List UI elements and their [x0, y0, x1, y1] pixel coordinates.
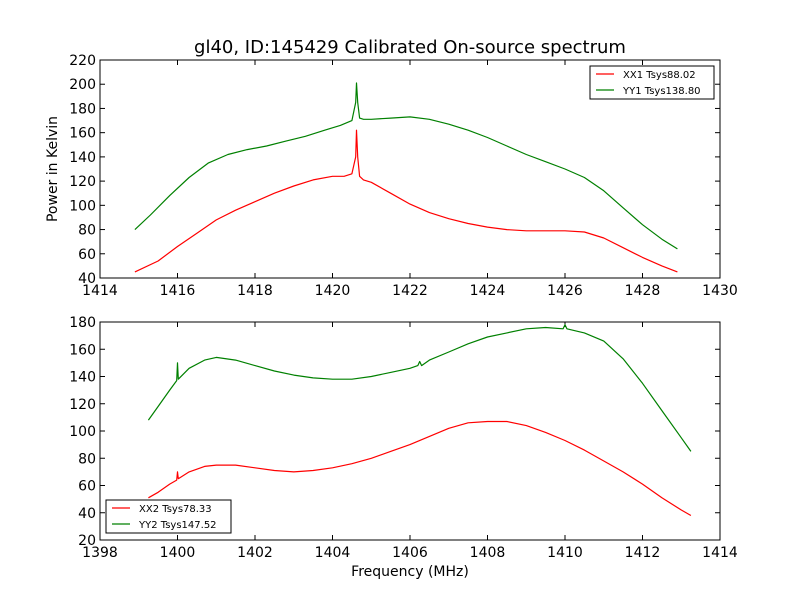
top-y-tick-label: 40 [78, 271, 96, 287]
top-x-tick-label: 1430 [702, 283, 738, 299]
top-series-lines [134, 82, 678, 273]
top-y-tick-label: 100 [69, 198, 96, 214]
bottom-x-tick-label: 1412 [625, 545, 661, 561]
bottom-series-lines [147, 324, 692, 517]
bottom-y-tick-label: 180 [69, 315, 96, 331]
top-y-tick-label: 140 [69, 150, 96, 166]
top-legend-xx1-label: XX1 Tsys88.02 [623, 70, 696, 81]
top-y-tick-label: 60 [78, 247, 96, 263]
bottom-x-tick-label: 1404 [315, 545, 351, 561]
top-x-tick-label: 1418 [237, 283, 273, 299]
top-y-tick-label: 200 [69, 77, 96, 93]
bottom-y-tick-label: 80 [78, 451, 96, 467]
bottom-x-tick-label: 1410 [547, 545, 583, 561]
bottom-x-tick-label: 1414 [702, 545, 738, 561]
top-x-tick-label: 1414 [82, 283, 118, 299]
top-x-tick-label: 1420 [315, 283, 351, 299]
top-legend-yy1-label: YY1 Tsys138.80 [622, 86, 701, 97]
bottom-x-tick-label: 1408 [470, 545, 506, 561]
top-legend-box [589, 65, 715, 100]
bottom-x-tick-label: 1400 [160, 545, 196, 561]
bottom-y-tick-label: 160 [69, 342, 96, 358]
bottom-series-line-yy2 [147, 324, 692, 452]
bottom-y-tick-label: 100 [69, 424, 96, 440]
top-y-tick-label: 120 [69, 174, 96, 190]
top-y-tick-label: 180 [69, 101, 96, 117]
bottom-legend: XX2 Tsys78.33 YY2 Tsys147.52 [105, 499, 232, 534]
top-y-tick-label: 80 [78, 223, 96, 239]
bottom-y-tick-label: 40 [78, 506, 96, 522]
bottom-x-ticks: 1398 1400 1402 1404 1406 1408 1410 1412 1414 [82, 322, 738, 561]
top-x-tick-label: 1424 [470, 283, 506, 299]
bottom-y-tick-label: 140 [69, 370, 96, 386]
top-series-line-xx1 [134, 129, 678, 273]
top-legend: XX1 Tsys88.02 YY1 Tsys138.80 [589, 65, 715, 100]
top-x-tick-label: 1422 [392, 283, 428, 299]
bottom-x-axis-label: Frequency (MHz) [351, 564, 469, 580]
top-x-tick-label: 1416 [160, 283, 196, 299]
bottom-legend-box [105, 499, 232, 534]
bottom-x-tick-label: 1402 [237, 545, 273, 561]
top-x-tick-label: 1426 [547, 283, 583, 299]
bottom-x-tick-label: 1406 [392, 545, 428, 561]
bottom-plot-frame [99, 321, 721, 541]
bottom-legend-xx2-label: XX2 Tsys78.33 [139, 504, 212, 515]
top-x-tick-label: 1428 [625, 283, 661, 299]
top-y-tick-label: 160 [69, 126, 96, 142]
top-y-ticks: 40 60 80 100 120 140 160 180 200 220 [69, 53, 720, 287]
bottom-y-tick-label: 20 [78, 533, 96, 549]
bottom-panel: Frequency (MHz) 1398 1400 1402 1404 1406 1408… [69, 315, 738, 580]
top-chart-title: gl40, ID:145429 Calibrated On-source spe… [194, 37, 626, 58]
top-x-ticks: 1414 1416 1418 1420 1422 1424 1426 1428 1430 [82, 60, 738, 299]
bottom-y-tick-label: 60 [78, 479, 96, 495]
bottom-legend-yy2-label: YY2 Tsys147.52 [138, 520, 217, 531]
bottom-x-tick-label: 1398 [82, 545, 118, 561]
top-panel: gl40, ID:145429 Calibrated On-source spe… [45, 37, 738, 299]
top-series-line-yy1 [134, 82, 678, 250]
top-y-tick-label: 220 [69, 53, 96, 69]
bottom-series-line-xx2 [148, 420, 692, 517]
bottom-y-tick-label: 120 [69, 397, 96, 413]
top-plot-frame [99, 59, 721, 279]
top-y-axis-label: Power in Kelvin [45, 116, 61, 222]
